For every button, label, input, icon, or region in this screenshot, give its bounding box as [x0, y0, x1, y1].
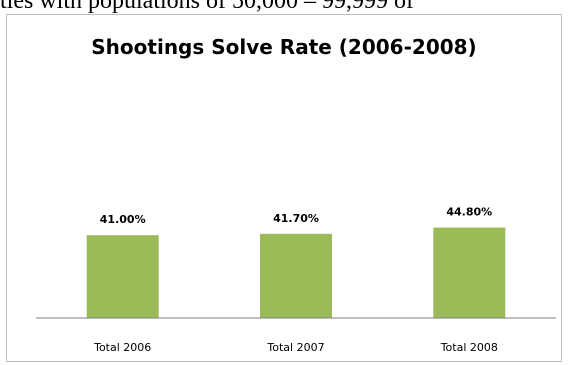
bar-1 — [86, 235, 159, 318]
bar-3 — [433, 227, 506, 318]
chart-title: Shootings Solve Rate (2006-2008) — [91, 35, 477, 59]
bar-2 — [260, 233, 332, 318]
x-tick-label-2: Total 2007 — [266, 341, 324, 354]
x-tick-label-3: Total 2008 — [440, 341, 498, 354]
data-label-1: 41.00% — [100, 213, 146, 226]
context-text: ties with populations of 50,000 – 99,999… — [0, 0, 414, 14]
data-label-2: 41.70% — [273, 212, 319, 225]
x-tick-label-1: Total 2006 — [93, 341, 151, 354]
data-label-3: 44.80% — [446, 206, 492, 219]
